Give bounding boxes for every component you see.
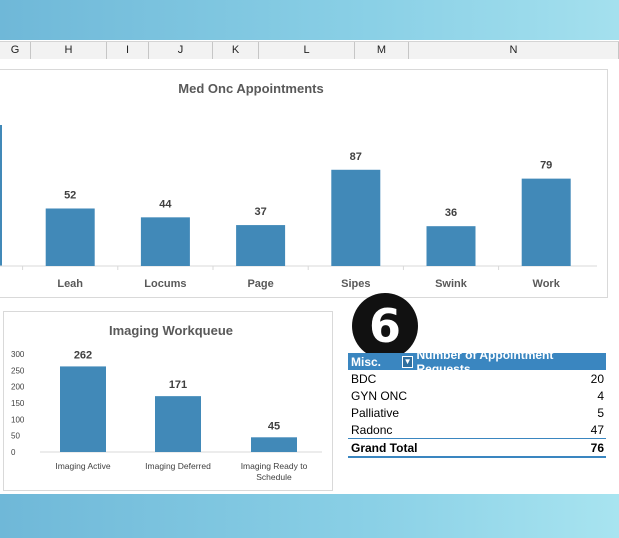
bar [45, 208, 95, 266]
x-tick-label: Locums [144, 278, 186, 290]
pivot-row[interactable]: BDC 20 [348, 370, 606, 387]
column-header-n[interactable]: N [409, 42, 619, 59]
x-tick-label: Schedule [256, 472, 292, 482]
y-tick-label: 100 [11, 415, 25, 424]
med-onc-chart-svg: Med Onc AppointmentsiLeah52Locums44Page3… [0, 81, 597, 290]
data-label: 262 [74, 349, 92, 361]
bar [521, 178, 571, 266]
chart-title: Med Onc Appointments [178, 81, 323, 96]
column-header-h[interactable]: H [31, 42, 107, 59]
bar [251, 437, 297, 452]
column-header-m[interactable]: M [355, 42, 409, 59]
pivot-total-label: Grand Total [351, 440, 418, 455]
y-tick-label: 300 [11, 350, 25, 359]
pivot-row[interactable]: Palliative 5 [348, 404, 606, 421]
y-tick-label: 50 [11, 432, 20, 441]
data-label: 79 [540, 160, 552, 172]
column-header-l[interactable]: L [259, 42, 355, 59]
med-onc-chart[interactable]: Med Onc AppointmentsiLeah52Locums44Page3… [0, 69, 608, 298]
data-label: 37 [254, 206, 266, 218]
pivot-row[interactable]: Radonc 47 [348, 421, 606, 438]
pivot-table[interactable]: Misc. ▼ Number of Appointment Requests B… [348, 348, 606, 458]
pivot-value-field-label: Number of Appointment Requests [416, 347, 554, 376]
top-banner [0, 0, 619, 40]
imaging-workqueue-chart-svg: Imaging Workqueue 0 50 100 150 200 250 300 262 Im… [11, 323, 322, 482]
step-number-badge: 6 [352, 293, 418, 359]
pivot-row-label: Palliative [351, 405, 400, 420]
pivot-row-value: 47 [590, 422, 604, 437]
data-label: 52 [64, 189, 76, 201]
pivot-row[interactable]: GYN ONC 4 [348, 387, 606, 404]
column-headers: G H I J K L M N [0, 41, 619, 60]
pivot-row-value: 5 [597, 405, 604, 420]
chart-title: Imaging Workqueue [109, 323, 233, 338]
x-tick-label: Imaging Active [55, 461, 111, 471]
x-tick-label: Swink [435, 278, 468, 290]
column-header-g[interactable]: G [0, 42, 31, 59]
filter-dropdown-icon[interactable]: ▼ [401, 355, 414, 368]
data-label: 44 [159, 198, 172, 210]
column-header-k[interactable]: K [213, 42, 259, 59]
pivot-grand-total-row[interactable]: Grand Total 76 [348, 438, 606, 458]
bar [60, 366, 106, 452]
data-label: 36 [445, 207, 457, 219]
pivot-row-label: Radonc [351, 422, 393, 437]
pivot-row-label: BDC [351, 371, 377, 386]
bar [236, 225, 286, 266]
bar [426, 226, 476, 266]
x-tick-label: Work [533, 278, 561, 290]
x-tick-label: Page [247, 278, 273, 290]
data-label: 171 [169, 379, 187, 391]
x-tick-label: Sipes [341, 278, 370, 290]
bar [140, 217, 190, 266]
pivot-total-value: 76 [590, 440, 604, 455]
y-tick-label: 0 [11, 448, 16, 457]
pivot-row-value: 20 [590, 371, 604, 386]
bar [331, 169, 381, 266]
x-tick-label: Imaging Ready to [241, 461, 308, 471]
pivot-row-value: 4 [597, 388, 604, 403]
bottom-banner [0, 494, 619, 538]
y-tick-label: 250 [11, 366, 25, 375]
x-tick-label: Imaging Deferred [145, 461, 211, 471]
y-tick-label: 150 [11, 399, 25, 408]
data-label: 87 [350, 151, 362, 163]
data-label: 45 [268, 420, 280, 432]
pivot-row-label: GYN ONC [351, 388, 408, 403]
x-tick-label: Leah [57, 278, 83, 290]
column-header-i[interactable]: I [107, 42, 149, 59]
pivot-header-row: Misc. ▼ Number of Appointment Requests [348, 348, 606, 376]
pivot-row-field-label: Misc. [351, 354, 382, 369]
imaging-workqueue-chart[interactable]: Imaging Workqueue 0 50 100 150 200 250 300 262 Im… [3, 311, 333, 491]
bar [155, 396, 201, 452]
column-header-j[interactable]: J [149, 42, 213, 59]
y-tick-label: 200 [11, 383, 25, 392]
